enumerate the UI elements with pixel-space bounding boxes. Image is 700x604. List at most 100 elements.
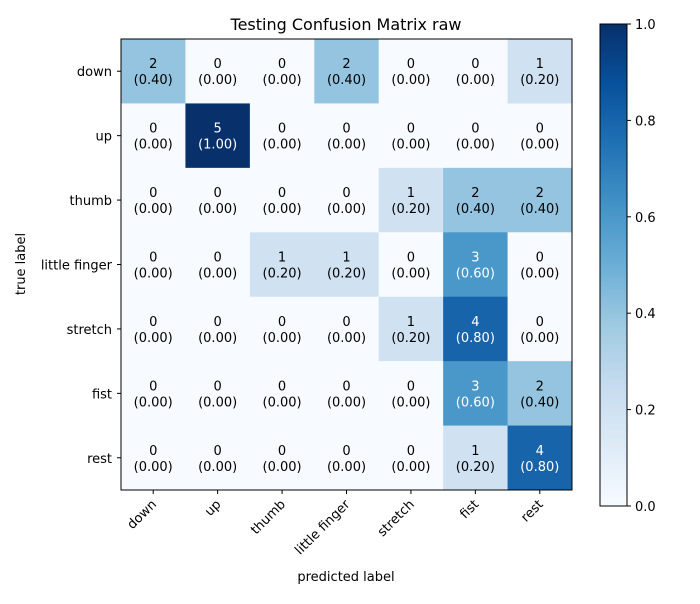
cell-count-label: 0 bbox=[214, 57, 222, 72]
heatmap-cell bbox=[121, 39, 186, 104]
cell-count-label: 1 bbox=[407, 315, 415, 330]
heatmap-cell bbox=[314, 425, 380, 491]
cell-count-label: 0 bbox=[149, 251, 157, 266]
heatmap-cell bbox=[185, 39, 251, 104]
cell-count-label: 3 bbox=[471, 251, 479, 266]
y-tick-label: rest bbox=[87, 452, 112, 467]
cell-count-label: 4 bbox=[536, 444, 544, 459]
cell-count-label: 0 bbox=[278, 379, 286, 394]
cell-ratio-label: (0.00) bbox=[520, 267, 559, 282]
x-axis-ticks: down up thumb little finger stretch fist rest bbox=[125, 490, 547, 558]
heatmap-cell bbox=[443, 361, 509, 427]
cell-count-label: 0 bbox=[149, 186, 157, 201]
cell-count-label: 0 bbox=[342, 444, 350, 459]
heatmap-cell bbox=[314, 361, 380, 427]
y-tick-label: down bbox=[77, 65, 112, 80]
heatmap-cell bbox=[249, 167, 315, 233]
heatmap-cell bbox=[121, 425, 186, 491]
heatmap-cell bbox=[507, 103, 573, 169]
heatmap-cell bbox=[507, 232, 573, 298]
cell-ratio-label: (0.40) bbox=[134, 73, 173, 88]
colorbar bbox=[599, 23, 628, 507]
cell-count-label: 1 bbox=[342, 251, 350, 266]
heatmap-cell bbox=[249, 425, 315, 491]
cell-count-label: 2 bbox=[471, 186, 479, 201]
cell-count-label: 0 bbox=[149, 122, 157, 137]
cell-ratio-label: (0.20) bbox=[263, 267, 302, 282]
heatmap-cell bbox=[121, 103, 186, 169]
cell-count-label: 2 bbox=[342, 57, 350, 72]
heatmap-cell bbox=[378, 103, 444, 169]
cell-ratio-label: (0.00) bbox=[327, 202, 366, 217]
y-tick-label: stretch bbox=[67, 323, 112, 338]
cell-ratio-label: (0.00) bbox=[198, 460, 237, 475]
y-axis-label: true label bbox=[14, 233, 29, 295]
heatmap-cell bbox=[378, 425, 444, 491]
cell-ratio-label: (0.40) bbox=[327, 73, 366, 88]
cell-count-label: 0 bbox=[214, 444, 222, 459]
heatmap-cell bbox=[378, 296, 444, 362]
cell-count-label: 0 bbox=[149, 379, 157, 394]
cell-count-label: 0 bbox=[278, 444, 286, 459]
cell-count-label: 0 bbox=[278, 315, 286, 330]
heatmap-cell bbox=[378, 361, 444, 427]
chart-title: Testing Confusion Matrix raw bbox=[230, 15, 462, 34]
x-axis-label: predicted label bbox=[297, 570, 394, 585]
cell-ratio-label: (0.00) bbox=[263, 460, 302, 475]
heatmap-cell bbox=[443, 167, 509, 233]
heatmap-cell bbox=[121, 296, 186, 362]
cell-ratio-label: (0.00) bbox=[263, 395, 302, 410]
heatmap-cell bbox=[314, 296, 380, 362]
cell-count-label: 1 bbox=[278, 251, 286, 266]
y-tick-label: fist bbox=[92, 387, 112, 402]
cell-count-label: 0 bbox=[278, 122, 286, 137]
heatmap-cell bbox=[507, 39, 573, 104]
cell-ratio-label: (0.00) bbox=[391, 460, 430, 475]
cell-ratio-label: (0.20) bbox=[327, 267, 366, 282]
cell-count-label: 0 bbox=[342, 379, 350, 394]
cell-count-label: 0 bbox=[149, 444, 157, 459]
cell-count-label: 4 bbox=[471, 315, 479, 330]
heatmap-cell bbox=[443, 232, 509, 298]
cell-count-label: 1 bbox=[536, 57, 544, 72]
cell-ratio-label: (1.00) bbox=[198, 138, 237, 153]
colorbar-tick-label: 1.0 bbox=[635, 18, 656, 33]
cell-ratio-label: (0.40) bbox=[520, 395, 559, 410]
cell-ratio-label: (0.40) bbox=[456, 202, 495, 217]
cell-count-label: 0 bbox=[149, 315, 157, 330]
cell-ratio-label: (0.00) bbox=[391, 267, 430, 282]
cell-count-label: 2 bbox=[149, 57, 157, 72]
colorbar-tick-label: 0.6 bbox=[635, 211, 656, 226]
cell-count-label: 3 bbox=[471, 379, 479, 394]
cell-count-label: 2 bbox=[536, 186, 544, 201]
heatmap-cell bbox=[507, 361, 573, 427]
heatmap-cell bbox=[507, 296, 573, 362]
cell-ratio-label: (0.00) bbox=[327, 460, 366, 475]
cell-ratio-label: (0.00) bbox=[520, 138, 559, 153]
cell-count-label: 0 bbox=[407, 57, 415, 72]
cell-count-label: 1 bbox=[407, 186, 415, 201]
x-tick-label: fist bbox=[457, 497, 482, 522]
heatmap-cell bbox=[185, 167, 251, 233]
heatmap-cell bbox=[443, 39, 509, 104]
cell-count-label: 0 bbox=[536, 122, 544, 137]
heatmap-cell bbox=[249, 296, 315, 362]
x-tick-label: up bbox=[202, 497, 224, 519]
heatmap-cell bbox=[443, 296, 509, 362]
cell-ratio-label: (0.00) bbox=[456, 138, 495, 153]
heatmap-cell bbox=[314, 39, 380, 104]
cell-ratio-label: (0.20) bbox=[391, 202, 430, 217]
cell-ratio-label: (0.00) bbox=[198, 331, 237, 346]
heatmap-cell bbox=[185, 296, 251, 362]
cell-count-label: 0 bbox=[342, 186, 350, 201]
cell-ratio-label: (0.80) bbox=[520, 460, 559, 475]
cell-ratio-label: (0.00) bbox=[134, 460, 173, 475]
cell-ratio-label: (0.60) bbox=[456, 395, 495, 410]
cell-count-label: 2 bbox=[536, 379, 544, 394]
x-tick-label: thumb bbox=[248, 497, 289, 538]
cell-ratio-label: (0.20) bbox=[456, 460, 495, 475]
colorbar-tick-label: 0.2 bbox=[635, 404, 656, 419]
cell-count-label: 0 bbox=[536, 251, 544, 266]
